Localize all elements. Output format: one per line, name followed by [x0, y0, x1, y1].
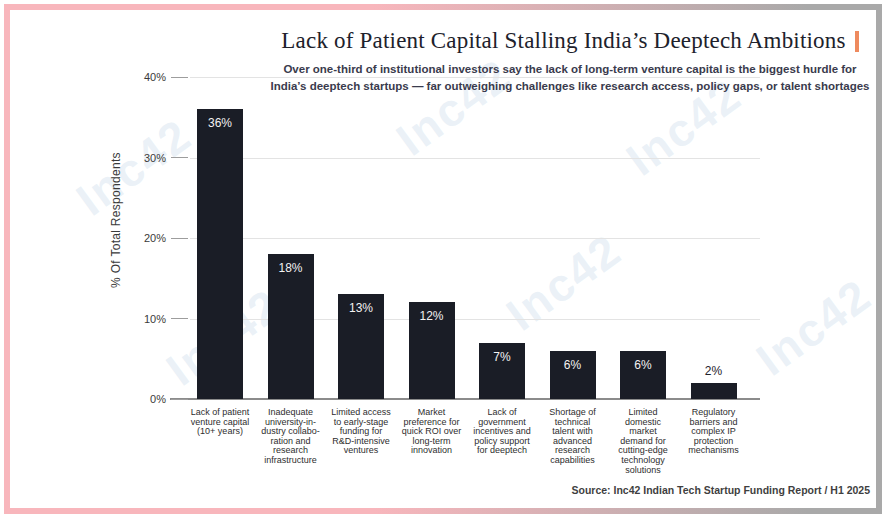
y-tick: 40% [140, 71, 188, 83]
y-tick-label: 0% [150, 393, 166, 405]
y-tick-mark [171, 318, 188, 319]
plot-area: 40%30%20%10%0%36%Lack of patient venture… [190, 77, 760, 399]
y-tick-mark [171, 238, 188, 239]
y-tick-label: 30% [144, 152, 166, 164]
bar: 13% [338, 294, 384, 399]
y-tick: 10% [140, 313, 188, 325]
y-axis-title: % Of Total Respondents [109, 152, 123, 288]
bar-value-label: 12% [419, 309, 443, 323]
subtitle-line-1: Over one-third of institutional investor… [250, 61, 886, 78]
bar: 18% [268, 254, 314, 399]
bar-value-label: 6% [634, 358, 651, 372]
bar-value-label: 18% [278, 261, 302, 275]
bar-value-label: 2% [691, 364, 737, 378]
y-tick-mark [171, 77, 188, 78]
infographic-canvas: Inc42Inc42Inc42Inc42Inc42Inc42 Lack of P… [0, 0, 886, 518]
bar-value-label: 36% [208, 116, 232, 130]
gridline [190, 158, 760, 159]
y-tick-label: 40% [144, 71, 166, 83]
bar-value-label: 7% [493, 350, 510, 364]
bar: 2% [691, 383, 737, 399]
title-accent-bar [855, 31, 859, 52]
bar: 36% [197, 109, 243, 399]
source-attribution: Source: Inc42 Indian Tech Startup Fundin… [571, 484, 870, 496]
y-tick-label: 20% [144, 232, 166, 244]
gridline [190, 77, 760, 78]
y-tick-label: 10% [144, 313, 166, 325]
bar-value-label: 13% [349, 301, 373, 315]
chart-title: Lack of Patient Capital Stalling India’s… [281, 28, 845, 53]
bar: 7% [479, 343, 525, 399]
bar-value-label: 6% [564, 358, 581, 372]
x-axis-line [170, 398, 760, 400]
y-tick: 30% [140, 152, 188, 164]
y-tick-mark [171, 157, 188, 158]
y-tick: 0% [140, 393, 188, 405]
y-tick-mark [171, 399, 188, 400]
bar: 12% [409, 302, 455, 399]
watermark-text: Inc42 [66, 108, 201, 227]
bar: 6% [620, 351, 666, 399]
watermark-text: Inc42 [746, 268, 881, 387]
bar: 6% [550, 351, 596, 399]
y-tick: 20% [140, 232, 188, 244]
gridline [190, 238, 760, 239]
x-category-label: Regulatory barriers and complex IP prote… [666, 408, 762, 456]
